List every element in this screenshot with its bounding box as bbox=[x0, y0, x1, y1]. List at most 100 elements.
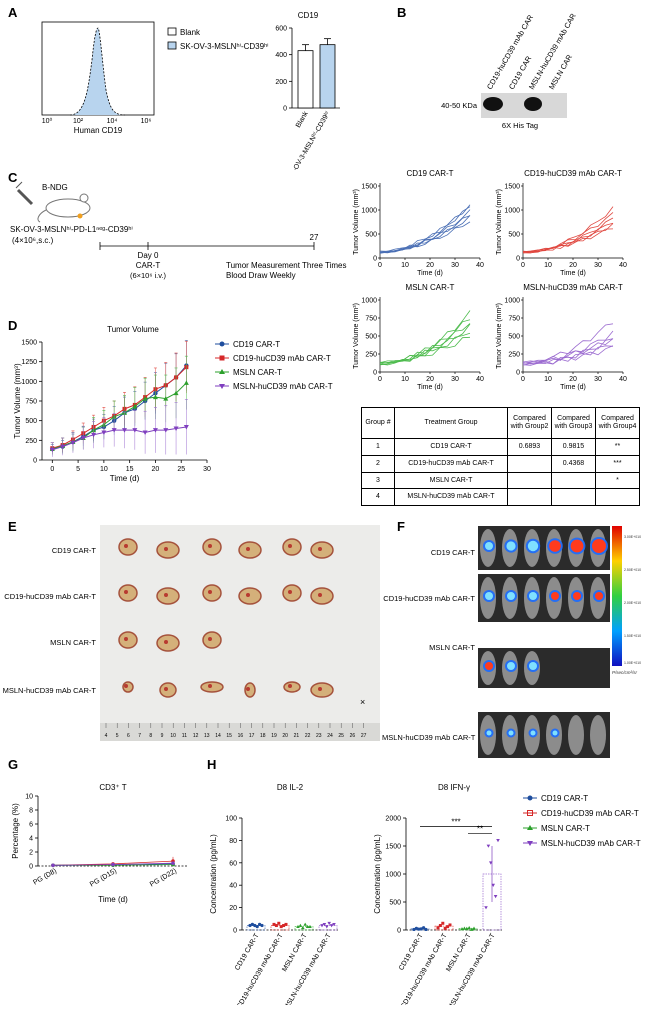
tumor-growth-line bbox=[522, 338, 614, 363]
hist-xlabel: Human CD19 bbox=[74, 126, 123, 135]
x-tick-label: 0 bbox=[521, 262, 525, 269]
data-point bbox=[486, 844, 491, 848]
ruler-label: 18 bbox=[260, 733, 266, 739]
data-point bbox=[438, 924, 442, 928]
cd19-histogram: 10⁰ 10² 10⁴ 10⁶ Human CD19 bbox=[41, 21, 155, 135]
y-tick-label: 1000 bbox=[361, 298, 377, 305]
legend-blank: Blank bbox=[180, 28, 201, 37]
measurement-note: Tumor Measurement Three Times a Week bbox=[226, 261, 348, 270]
tumor-blood-spot bbox=[246, 687, 250, 691]
data-point bbox=[325, 925, 329, 929]
color-scale-bar bbox=[612, 526, 622, 666]
tumor-blood-spot bbox=[246, 593, 250, 597]
data-point bbox=[142, 430, 148, 435]
legend-swatch-blank bbox=[167, 27, 177, 36]
ruler-label: 24 bbox=[327, 733, 333, 739]
tumor-blood-spot bbox=[208, 637, 212, 641]
legend-marker bbox=[527, 795, 533, 801]
tumor-growth-line bbox=[522, 228, 614, 253]
data-point bbox=[424, 927, 428, 932]
hist-xtick: 10⁶ bbox=[141, 118, 152, 125]
tumor-sample bbox=[156, 541, 180, 559]
table-cell bbox=[507, 488, 552, 506]
y-tick-label: 750 bbox=[365, 316, 377, 323]
size-label: 40-50 KDa bbox=[441, 101, 478, 110]
tumor-blood-spot bbox=[318, 593, 322, 597]
mouse-image bbox=[590, 715, 606, 755]
ruler-label: 25 bbox=[338, 733, 344, 739]
y-axis-label: Concentration (pg/mL) bbox=[373, 834, 382, 914]
table-header: Treatment Group bbox=[394, 406, 508, 440]
tumor-sample bbox=[118, 538, 138, 556]
tumor-sample bbox=[156, 587, 180, 605]
y-tick-label: 250 bbox=[25, 438, 37, 445]
tumor-growth-line bbox=[523, 206, 614, 254]
ruler-label: 6 bbox=[127, 733, 130, 739]
data-point bbox=[332, 923, 336, 927]
bar bbox=[434, 925, 454, 931]
data-point bbox=[163, 396, 169, 401]
data-point bbox=[111, 428, 117, 433]
y-tick-label: 1500 bbox=[385, 844, 401, 851]
table-cell bbox=[551, 488, 596, 506]
x-tick-label: 30 bbox=[203, 466, 211, 473]
ruler-label: 22 bbox=[305, 733, 311, 739]
data-point bbox=[258, 922, 262, 926]
tumor-growth-line bbox=[522, 217, 614, 254]
tumor-sample bbox=[282, 538, 302, 556]
tumor-sample bbox=[118, 584, 138, 602]
x-tick-label: 5 bbox=[76, 466, 80, 473]
ruler-label: 20 bbox=[282, 733, 288, 739]
mouse-strain: B-NDG bbox=[42, 183, 68, 192]
legend-marker bbox=[527, 810, 533, 816]
tumor-blood-spot bbox=[164, 593, 168, 597]
y-tick-label: 40 bbox=[229, 883, 237, 890]
y-axis-label: Tumor Volume (mm³) bbox=[496, 189, 503, 255]
signal-core bbox=[485, 592, 493, 600]
hist-xtick: 10⁰ bbox=[42, 117, 53, 125]
y-tick-label: 20 bbox=[229, 905, 237, 912]
x-tick-label: 20 bbox=[569, 262, 577, 269]
y-tick-label: 500 bbox=[365, 334, 377, 341]
data-point bbox=[308, 924, 312, 929]
chart-title: D8 IL-2 bbox=[277, 783, 304, 792]
x-tick-label: 20 bbox=[569, 376, 577, 383]
data-point bbox=[255, 925, 259, 929]
ruler-label: 14 bbox=[215, 733, 221, 739]
x-tick-label: 25 bbox=[177, 466, 185, 473]
y-tick-label: 1500 bbox=[504, 184, 520, 191]
ruler-label: 9 bbox=[161, 733, 164, 739]
x-tick-label: 10 bbox=[100, 466, 108, 473]
data-point bbox=[279, 925, 283, 929]
panel-label-f: F bbox=[397, 519, 405, 534]
legend-marker bbox=[219, 384, 225, 389]
tumor-growth-line bbox=[379, 319, 471, 366]
data-point bbox=[327, 921, 331, 926]
y-tick-label: 1500 bbox=[21, 340, 37, 347]
y-tick-label: 750 bbox=[25, 399, 37, 406]
ruler-label: 23 bbox=[316, 733, 322, 739]
data-point bbox=[183, 424, 189, 430]
signal-core bbox=[530, 730, 536, 736]
tumor-sample bbox=[283, 681, 301, 693]
tumor-blood-spot bbox=[318, 687, 322, 691]
tumor-growth-line bbox=[379, 332, 471, 364]
signal-core bbox=[486, 730, 492, 736]
x-category-label: PG (D8) bbox=[32, 868, 58, 887]
scale-label: 2.50E+010 bbox=[624, 568, 641, 572]
y-tick-label: 0 bbox=[516, 370, 520, 377]
signal-core bbox=[529, 592, 537, 600]
x-axis-label: Time (d) bbox=[98, 895, 128, 904]
series-line bbox=[52, 365, 187, 450]
stats-table: Group # Treatment Group Compared with Gr… bbox=[361, 406, 640, 506]
x-tick-label: 40 bbox=[476, 376, 484, 383]
photo-row-label: MSLN-huCD39 mAb CAR-T bbox=[2, 686, 96, 695]
signal-core bbox=[506, 541, 516, 551]
x-tick-label: 10 bbox=[544, 262, 552, 269]
x-tick-label: 30 bbox=[594, 262, 602, 269]
x-category-label: MSLN-huCD39 mAb CAR-T bbox=[283, 932, 333, 1005]
data-point bbox=[469, 927, 474, 931]
legend-label: MSLN CAR-T bbox=[541, 824, 590, 833]
ruler-label: 12 bbox=[193, 733, 199, 739]
